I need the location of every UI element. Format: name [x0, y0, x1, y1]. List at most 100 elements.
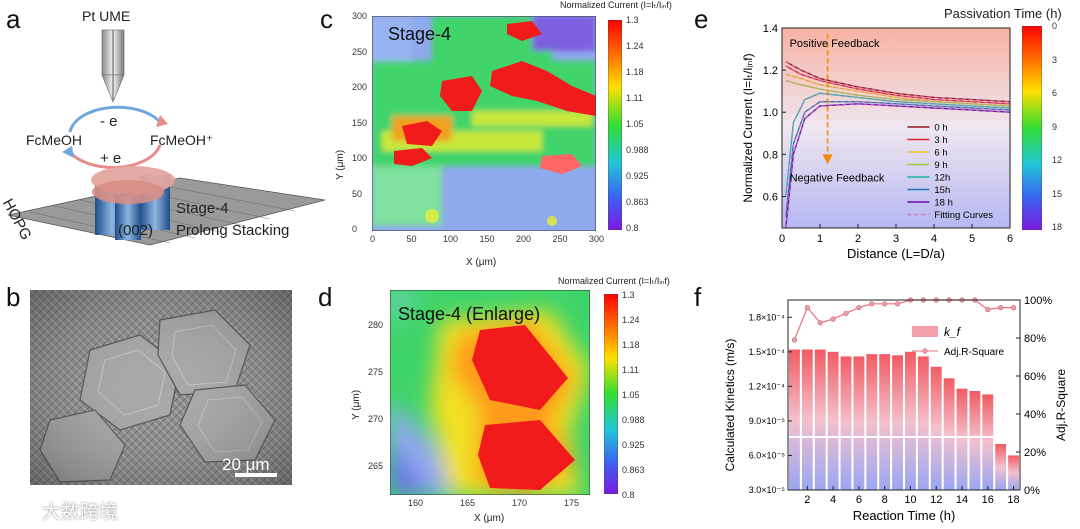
panel-d-ytick: 265 — [368, 461, 384, 471]
panel-d-xtick: 165 — [460, 498, 476, 508]
panel-d-ytick: 270 — [368, 414, 384, 424]
panel-f-r2-point — [843, 310, 849, 316]
panel-e-legend-label: 12h — [934, 172, 950, 183]
panel-e-fitting-curve — [785, 101, 1011, 218]
panel-f-bar — [1008, 455, 1019, 490]
panel-f-r2-point — [985, 306, 991, 313]
panel-f-xtick: 2 — [804, 494, 810, 506]
panel-f-xlabel: Reaction Time (h) — [853, 508, 956, 523]
panel-d-title: Stage-4 (Enlarge) — [398, 304, 541, 324]
panel-c-colorbar-tick: 0.988 — [626, 145, 649, 155]
panel-e-legend-label: 3 h — [934, 135, 947, 146]
panel-e-legend-label: 0 h — [934, 122, 947, 133]
panel-f-ytick-left: 1.5×10⁻⁴ — [749, 347, 786, 357]
panel-e-colorbar-tick: 18 — [1052, 222, 1063, 232]
panel-d-colorbar-title: Normalized Current (I=Iₜ/Iᵢₙf) — [558, 276, 670, 286]
panel-c-ytick: 50 — [352, 188, 363, 199]
panel-e-annot-negative: Negative Feedback — [790, 173, 885, 185]
scale-bar-label: 20 μm — [222, 455, 270, 474]
panel-f-xtick: 10 — [904, 494, 916, 506]
panel-e-xtick: 1 — [817, 233, 823, 245]
panel-e-arrow-head — [822, 154, 833, 165]
panel-f-legend-line-marker — [922, 348, 928, 354]
panel-e-xtick: 3 — [893, 233, 899, 245]
panel-c-ytick: 150 — [352, 117, 368, 128]
panel-a-schematic — [7, 29, 326, 246]
panel-e-fitting-curve — [785, 65, 1011, 105]
sem-image — [30, 290, 292, 485]
panel-f-ytick-right: 80% — [1024, 333, 1046, 345]
panel-d-xtick: 175 — [564, 498, 580, 508]
panel-c-colorbar — [608, 20, 622, 230]
panel-e-xtick: 6 — [1007, 233, 1013, 245]
panel-c-colorbar-tick: 1.11 — [626, 93, 643, 103]
panel-e-xtick: 5 — [969, 233, 975, 245]
panel-f-legend-bar-label: k_f — [944, 325, 962, 339]
species-reduced: FcMeOH — [26, 132, 82, 148]
panel-d-colorbar-tick: 1.05 — [622, 390, 640, 400]
panel-c-title: Stage-4 — [388, 24, 452, 44]
panel-f-bar — [956, 388, 968, 490]
panel-e-label: e — [694, 4, 709, 34]
panel-c-ytick: 300 — [352, 11, 368, 21]
panel-c-xtick: 200 — [516, 234, 532, 244]
panel-c-colorbar-tick: 1.3 — [626, 15, 639, 25]
panel-c-xtick: 250 — [552, 234, 568, 244]
panel-f-chart: 1.8×10⁻⁴ 1.5×10⁻⁴ 1.2×10⁻⁴ 9.0×10⁻⁵ 6.0×10⁻⁵… — [723, 295, 1068, 523]
panel-a-label: a — [6, 4, 21, 34]
panel-e-fitting-curve — [785, 61, 1011, 103]
panel-f-ylabel-left: Calculated Kinetics (m/s) — [723, 339, 737, 472]
panel-e-colorbar-tick: 6 — [1052, 88, 1058, 98]
species-oxidized: FcMeOH⁺ — [150, 132, 214, 148]
panel-c-xtick: 0 — [370, 234, 376, 244]
panel-d-ylabel: Y (μm) — [351, 389, 362, 420]
panel-e-xtick: 4 — [931, 233, 937, 245]
panel-f-legend-bar-swatch — [912, 326, 938, 337]
panel-e-colorbar — [1022, 26, 1042, 230]
panel-f-ytick-left: 1.8×10⁻⁴ — [749, 312, 786, 322]
reduction-label: + e — [100, 150, 122, 167]
panel-f-bar — [853, 356, 865, 490]
panel-f-xtick: 8 — [882, 494, 888, 506]
panel-f-xtick: 16 — [982, 494, 994, 506]
panel-f-legend-line-label: Adj.R-Square — [944, 347, 1004, 358]
panel-e-xtick: 2 — [855, 233, 861, 245]
panel-c-xtick: 150 — [479, 234, 495, 244]
panel-d-xtick: 170 — [512, 498, 528, 508]
panel-f-ytick-right: 0% — [1024, 485, 1040, 497]
panel-c-colorbar-tick: 1.05 — [626, 119, 644, 129]
panel-f-r2-point — [791, 337, 798, 343]
panel-f-r2-point — [856, 304, 862, 311]
panel-e-colorbar-title: Passivation Time (h) — [944, 6, 1062, 21]
electrode-label: Pt UME — [82, 8, 131, 24]
panel-d-colorbar-tick: 1.18 — [622, 340, 640, 350]
panel-e-legend-label: 15h — [934, 185, 950, 196]
panel-d-xtick: 160 — [408, 498, 424, 508]
panel-e-ylabel: Normalized Current (I=Iₜ/Iᵢₙf) — [741, 53, 755, 202]
panel-c-colorbar-tick: 0.863 — [626, 197, 649, 207]
panel-f-axes-frame — [787, 299, 1021, 491]
panel-f-r2-point — [1010, 304, 1017, 311]
stage-label: Stage-4 — [176, 200, 229, 217]
panel-d-colorbar-tick: 0.863 — [622, 465, 645, 475]
panel-f-ytick-right: 100% — [1024, 295, 1052, 307]
panel-c-heatmap — [372, 16, 596, 231]
panel-d-colorbar-tick: 0.925 — [622, 440, 645, 450]
panel-c-colorbar-tick: 0.925 — [626, 171, 649, 181]
stacking-label: Prolong Stacking — [176, 222, 290, 239]
plane-label: (002) — [118, 222, 154, 239]
panel-f-bar — [943, 378, 955, 490]
panel-d-ytick: 280 — [368, 320, 384, 330]
panel-e-chart: 0 1 2 3 4 5 6 1.4 1.2 1.0 0.8 0.6 Distance (L=D/a) No… — [741, 23, 1013, 261]
panel-f-bar — [930, 366, 942, 490]
panel-d-colorbar-tick: 1.11 — [622, 365, 639, 375]
panel-f-r2-point — [894, 301, 901, 307]
oxidation-label: - e — [100, 113, 118, 130]
panel-f-bar — [827, 351, 839, 490]
panel-c-label: c — [320, 4, 333, 34]
panel-e-legend-label: 6 h — [934, 147, 947, 158]
panel-c-xtick: 100 — [443, 234, 459, 244]
panel-f-bar — [995, 443, 1007, 490]
panel-e-ytick: 0.6 — [763, 191, 778, 203]
panel-f-r2-point — [830, 316, 836, 322]
